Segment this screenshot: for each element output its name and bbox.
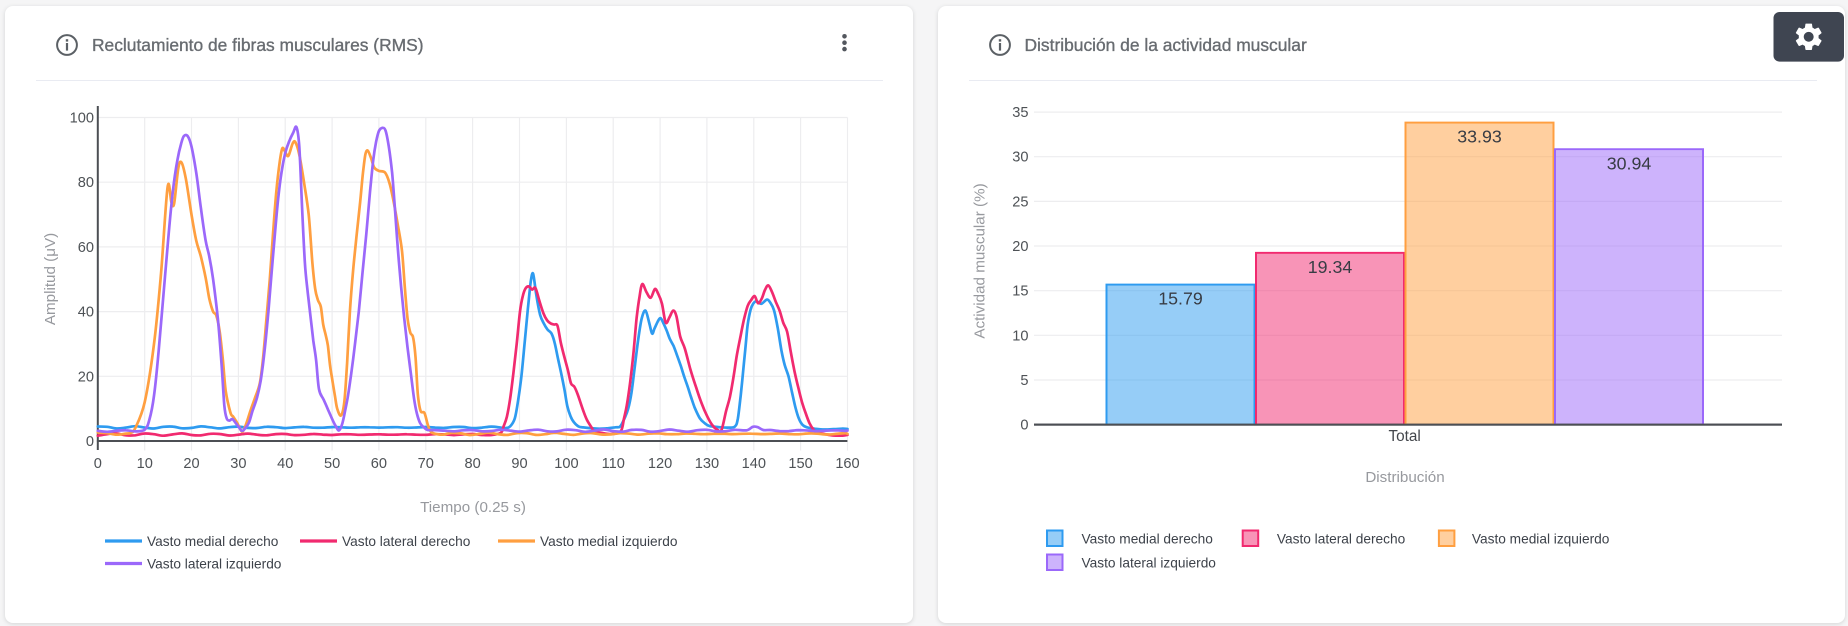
svg-text:Vasto medial izquierdo: Vasto medial izquierdo [1472,532,1610,547]
svg-text:Vasto medial derecho: Vasto medial derecho [147,534,279,549]
svg-text:0: 0 [94,456,102,472]
svg-text:Vasto medial izquierdo: Vasto medial izquierdo [540,534,678,549]
svg-text:50: 50 [324,456,340,472]
svg-text:Actividad muscular (%): Actividad muscular (%) [972,183,989,338]
svg-text:5: 5 [1020,373,1028,389]
svg-text:100: 100 [70,111,94,127]
svg-text:30: 30 [1012,150,1028,166]
svg-text:100: 100 [554,456,578,472]
svg-text:70: 70 [418,456,434,472]
svg-text:60: 60 [78,240,94,256]
svg-text:Reclutamiento de fibras muscul: Reclutamiento de fibras musculares (RMS) [92,35,424,55]
svg-text:20: 20 [1012,239,1028,255]
svg-text:19.34: 19.34 [1308,257,1353,277]
svg-text:150: 150 [788,456,812,472]
svg-text:0: 0 [1020,418,1028,434]
svg-text:30: 30 [230,456,246,472]
svg-text:15: 15 [1012,284,1028,300]
svg-text:60: 60 [371,456,387,472]
svg-text:33.93: 33.93 [1457,127,1502,147]
svg-text:140: 140 [742,456,766,472]
svg-text:Distribución: Distribución [1365,469,1444,486]
svg-text:Vasto lateral derecho: Vasto lateral derecho [1277,532,1406,547]
svg-text:10: 10 [1012,328,1028,344]
svg-text:160: 160 [835,456,859,472]
svg-text:Distribución de la actividad m: Distribución de la actividad muscular [1025,35,1307,55]
svg-text:130: 130 [695,456,719,472]
svg-text:0: 0 [86,434,94,450]
svg-text:40: 40 [277,456,293,472]
svg-text:35: 35 [1012,105,1028,121]
svg-text:Tiempo (0.25 s): Tiempo (0.25 s) [420,499,526,516]
svg-text:15.79: 15.79 [1158,289,1203,309]
svg-text:40: 40 [78,305,94,321]
svg-text:Total: Total [1388,428,1420,445]
svg-text:80: 80 [464,456,480,472]
svg-text:110: 110 [602,456,625,472]
svg-text:90: 90 [511,456,527,472]
svg-text:25: 25 [1012,194,1028,210]
svg-text:20: 20 [78,369,94,385]
svg-text:Vasto lateral derecho: Vasto lateral derecho [342,534,471,549]
svg-text:120: 120 [648,456,672,472]
svg-text:80: 80 [78,175,94,191]
svg-text:20: 20 [183,456,199,472]
svg-text:30.94: 30.94 [1607,153,1652,173]
svg-text:Vasto medial derecho: Vasto medial derecho [1082,532,1214,547]
svg-text:Vasto lateral izquierdo: Vasto lateral izquierdo [147,557,282,572]
svg-text:10: 10 [137,456,153,472]
svg-text:Vasto lateral izquierdo: Vasto lateral izquierdo [1082,556,1217,571]
svg-text:Amplitud (μV): Amplitud (μV) [42,233,59,325]
